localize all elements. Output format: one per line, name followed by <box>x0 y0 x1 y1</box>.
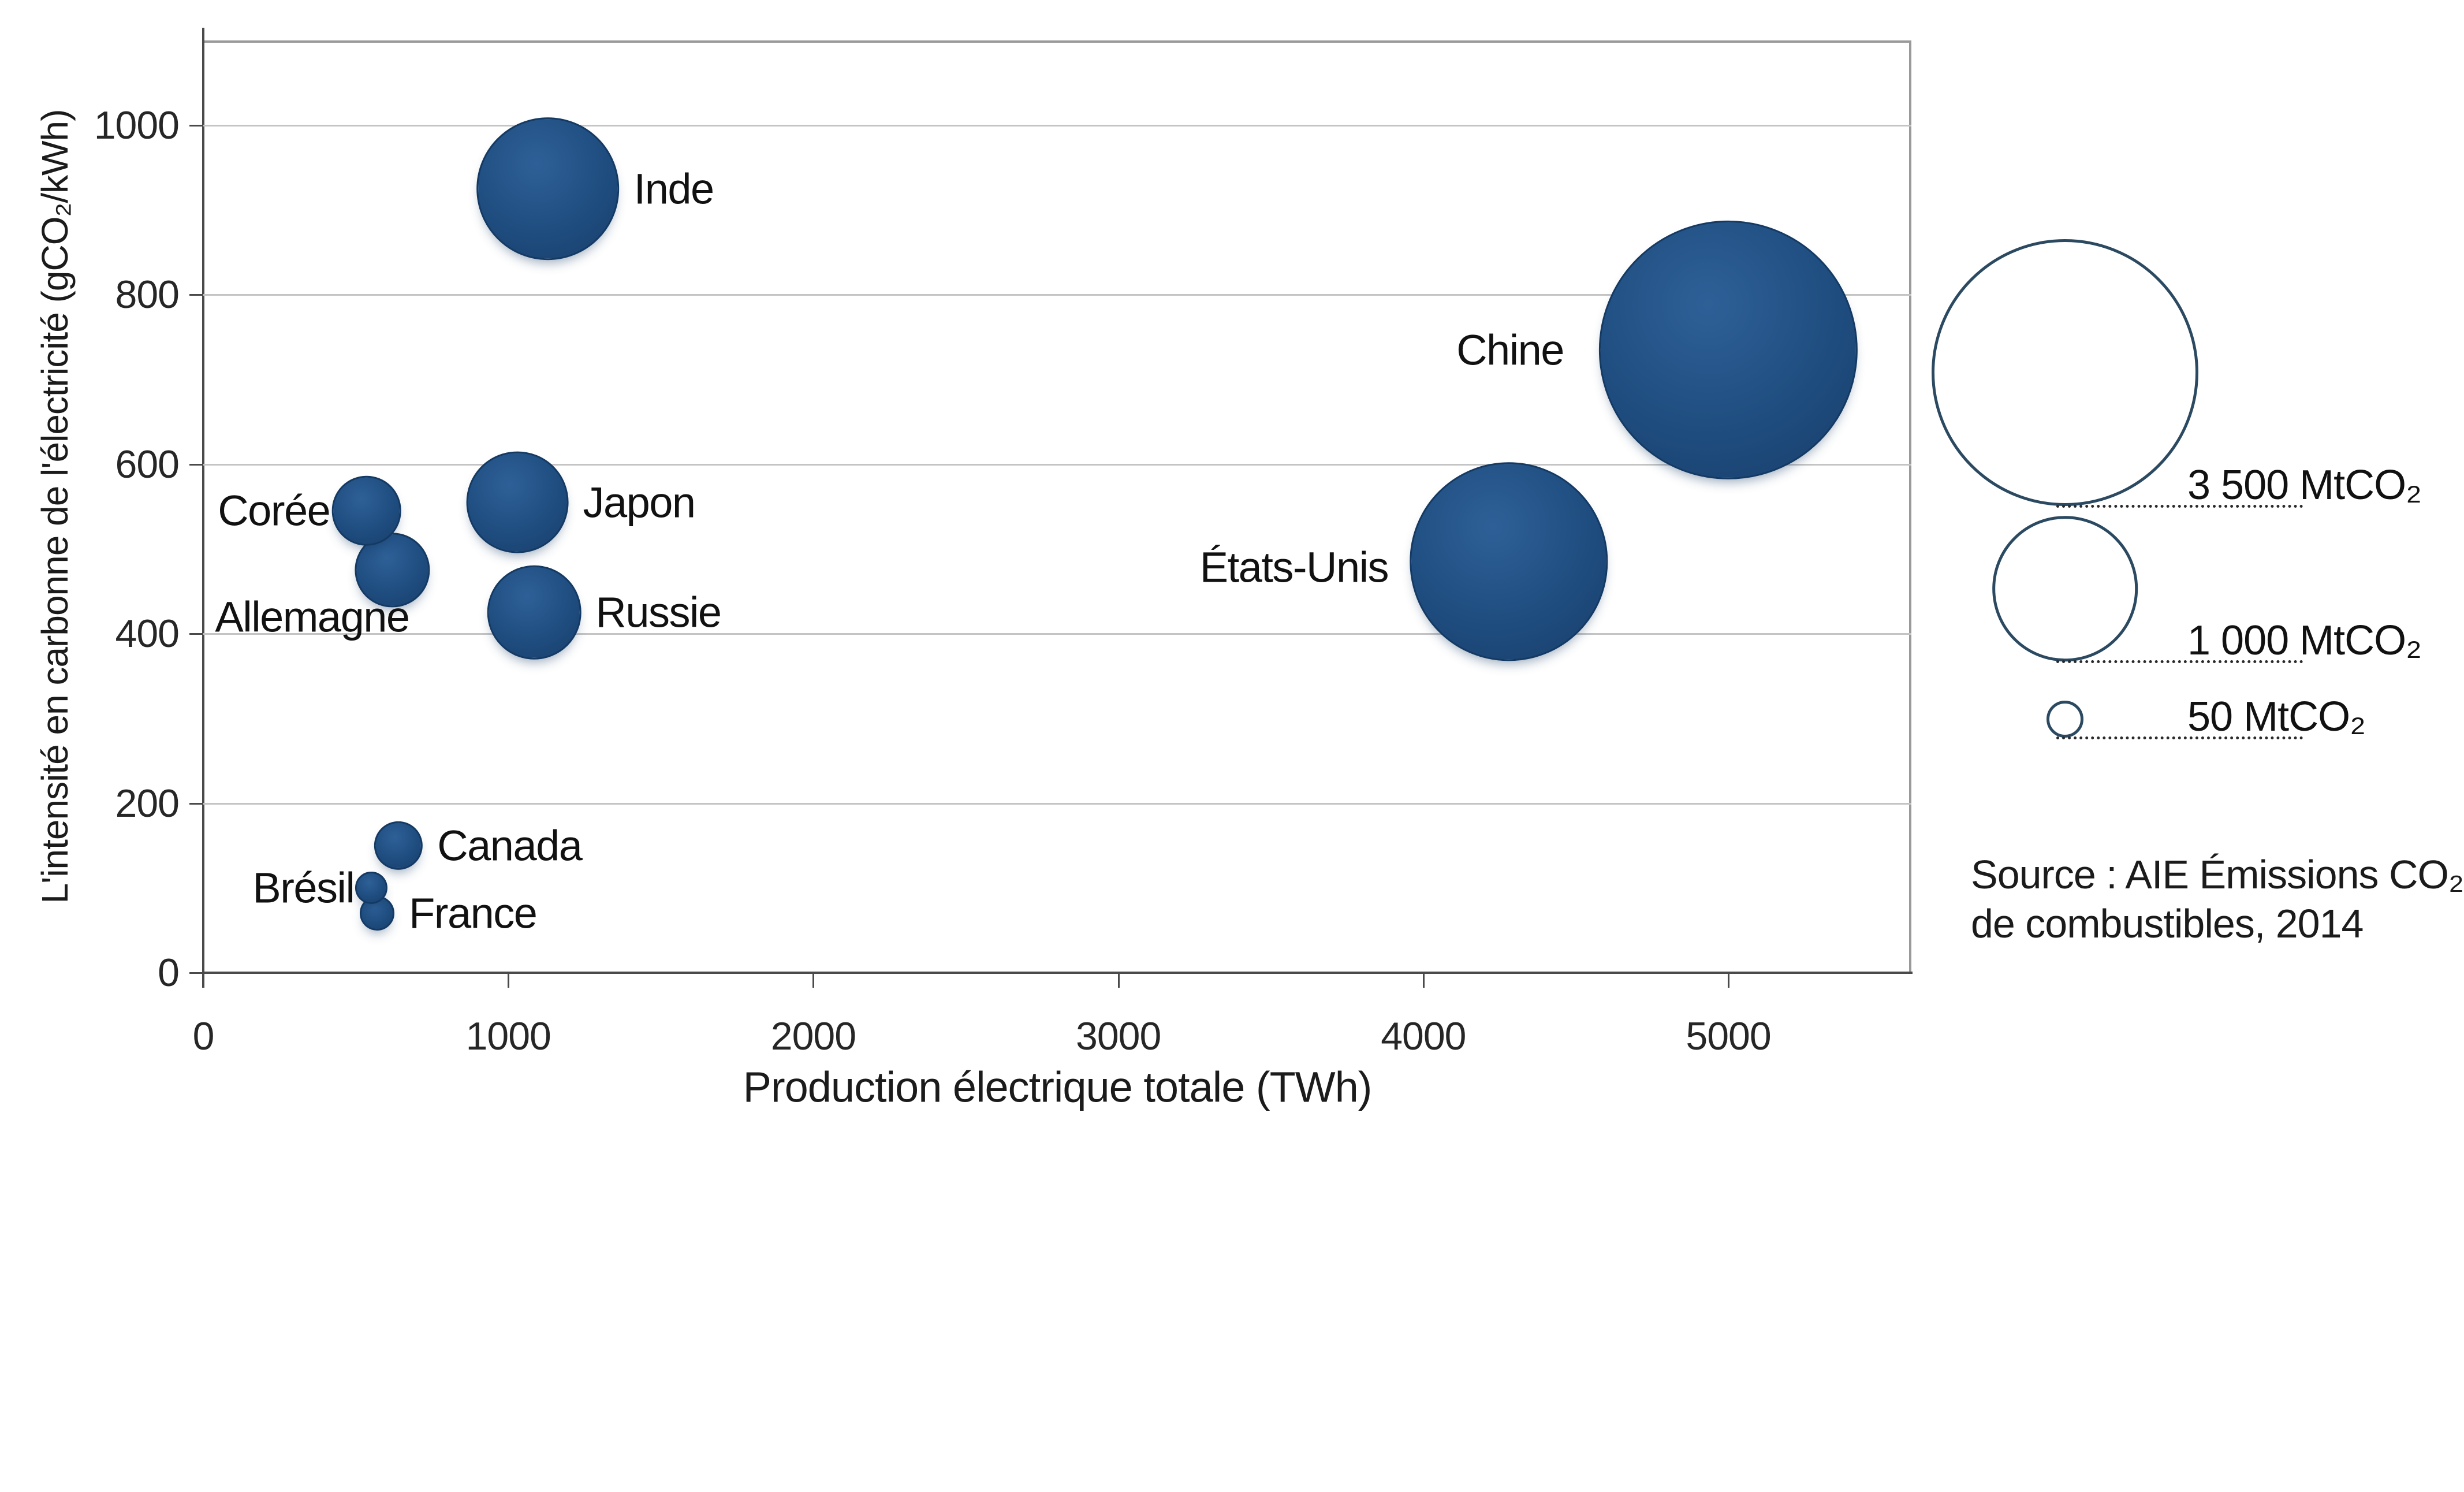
x-tick-5000 <box>1728 973 1730 988</box>
bubble-japon <box>466 451 569 554</box>
x-tick-label-2000: 2000 <box>770 1014 856 1058</box>
source-line-2: de combustibles, 2014 <box>1971 901 2364 947</box>
legend-leader-1000 <box>2056 660 2303 663</box>
y-axis-title: L'intensité en carbonne de l'électricité… <box>34 109 76 904</box>
country-label-russie: Russie <box>595 588 722 637</box>
y-tick-400 <box>189 633 203 635</box>
bubble-chine <box>1598 220 1858 479</box>
country-label-canada: Canada <box>437 821 583 870</box>
legend-label-3500: 3 500 MtCO₂ <box>2187 462 2422 508</box>
source-line-1: Source : AIE Émissions CO₂ <box>1971 852 2464 897</box>
y-tick-label-1000: 1000 <box>94 103 180 147</box>
y-tick-label-400: 400 <box>115 612 180 656</box>
x-tick-1000 <box>508 973 510 988</box>
y-tick-label-600: 600 <box>115 442 180 486</box>
country-label-coree: Corée <box>218 486 331 535</box>
x-tick-label-4000: 4000 <box>1381 1014 1466 1058</box>
gridline-y-800 <box>203 294 1911 296</box>
country-label-japon: Japon <box>583 478 696 527</box>
bubble-etats-unis <box>1410 462 1608 661</box>
legend-label-1000: 1 000 MtCO₂ <box>2187 617 2422 664</box>
x-tick-4000 <box>1422 973 1425 988</box>
gridline-y-600 <box>203 463 1911 466</box>
legend-leader-3500 <box>2056 505 2303 508</box>
x-tick-3000 <box>1117 973 1120 988</box>
x-tick-label-3000: 3000 <box>1076 1014 1161 1058</box>
legend-label-50: 50 MtCO₂ <box>2187 694 2366 740</box>
country-label-allemagne: Allemagne <box>215 593 410 641</box>
gridline-y-200 <box>203 802 1911 805</box>
bubble-russie <box>487 565 581 660</box>
plot-area <box>203 40 1911 973</box>
y-tick-1000 <box>189 124 203 126</box>
source-note: Source : AIE Émissions CO₂ de combustibl… <box>1971 850 2464 949</box>
country-label-inde: Inde <box>633 165 715 213</box>
gridline-y-400 <box>203 633 1911 635</box>
x-tick-label-1000: 1000 <box>465 1014 551 1058</box>
y-tick-label-0: 0 <box>158 951 180 995</box>
country-label-chine: Chine <box>1456 326 1564 374</box>
legend-leader-50 <box>2056 736 2303 739</box>
x-tick-label-5000: 5000 <box>1686 1014 1771 1058</box>
x-axis-title: Production électrique totale (TWh) <box>743 1063 1373 1111</box>
y-tick-200 <box>189 802 203 805</box>
country-label-bresil: Brésil <box>252 864 355 912</box>
y-tick-label-200: 200 <box>115 781 180 825</box>
x-axis-line <box>202 972 1913 974</box>
country-label-france: France <box>409 889 538 937</box>
bubble-canada <box>374 821 423 870</box>
y-axis-line <box>202 28 204 988</box>
bubble-coree <box>331 476 401 546</box>
y-tick-800 <box>189 294 203 296</box>
bubble-inde <box>476 117 620 261</box>
gridline-y-1000 <box>203 124 1911 126</box>
legend-circle-50 <box>2046 700 2084 738</box>
y-tick-600 <box>189 463 203 466</box>
bubble-bresil <box>355 872 387 905</box>
x-tick-2000 <box>812 973 815 988</box>
legend-circle-1000 <box>1992 516 2138 661</box>
country-label-etats-unis: États-Unis <box>1199 543 1389 591</box>
legend-circle-3500 <box>1932 239 2198 506</box>
y-tick-label-800: 800 <box>115 273 180 317</box>
x-tick-label-0: 0 <box>192 1014 215 1058</box>
y-tick-0 <box>189 972 203 974</box>
